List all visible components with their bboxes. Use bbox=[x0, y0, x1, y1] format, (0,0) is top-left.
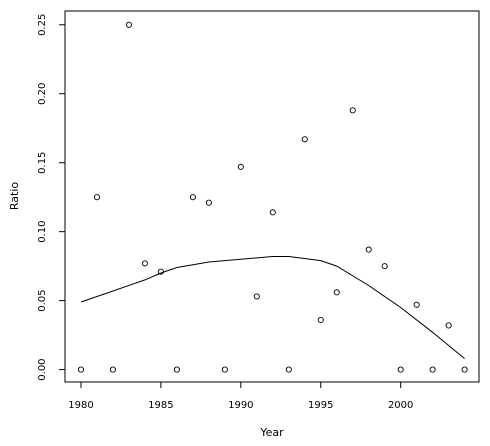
data-point bbox=[77, 366, 85, 373]
scatter-points bbox=[77, 21, 468, 373]
y-axis: 0.00 0.05 0.10 0.15 0.20 0.25 bbox=[37, 14, 66, 381]
data-point bbox=[221, 366, 228, 373]
data-point bbox=[413, 301, 420, 308]
data-point bbox=[109, 366, 117, 373]
data-point bbox=[237, 163, 244, 170]
data-point bbox=[349, 107, 356, 114]
data-point bbox=[125, 21, 132, 28]
data-point bbox=[397, 366, 404, 373]
data-point bbox=[205, 199, 212, 206]
data-point bbox=[333, 289, 340, 296]
x-tick-label: 1980 bbox=[68, 400, 93, 411]
plot-frame bbox=[64, 10, 480, 383]
y-tick-label: 0.00 bbox=[37, 358, 48, 380]
y-tick-label: 0.25 bbox=[37, 14, 48, 36]
y-tick-label: 0.10 bbox=[37, 221, 48, 243]
data-point bbox=[429, 366, 436, 373]
smooth-curve-path bbox=[80, 256, 465, 359]
data-point bbox=[189, 194, 196, 201]
data-point bbox=[141, 260, 148, 267]
x-tick-label: 1995 bbox=[308, 400, 333, 411]
data-point bbox=[381, 263, 388, 270]
data-point bbox=[269, 209, 276, 216]
data-point bbox=[285, 366, 292, 373]
data-point bbox=[445, 322, 452, 329]
y-tick-label: 0.15 bbox=[37, 152, 48, 174]
smooth-curve bbox=[80, 256, 465, 359]
x-tick-label: 1990 bbox=[228, 400, 253, 411]
data-point bbox=[317, 316, 324, 323]
y-tick-label: 0.05 bbox=[37, 289, 48, 311]
data-point bbox=[157, 268, 164, 275]
y-axis-title: Ratio bbox=[8, 182, 21, 211]
data-point bbox=[253, 293, 260, 300]
data-point bbox=[93, 194, 101, 201]
x-tick-label: 2000 bbox=[388, 400, 413, 411]
y-tick-label: 0.20 bbox=[37, 83, 48, 105]
x-axis: 1980 1985 1990 1995 2000 bbox=[68, 381, 413, 411]
data-point bbox=[461, 366, 468, 373]
data-point bbox=[173, 366, 180, 373]
x-axis-title: Year bbox=[259, 426, 284, 439]
data-point bbox=[365, 246, 372, 253]
x-tick-label: 1985 bbox=[148, 400, 173, 411]
data-point bbox=[301, 136, 308, 143]
